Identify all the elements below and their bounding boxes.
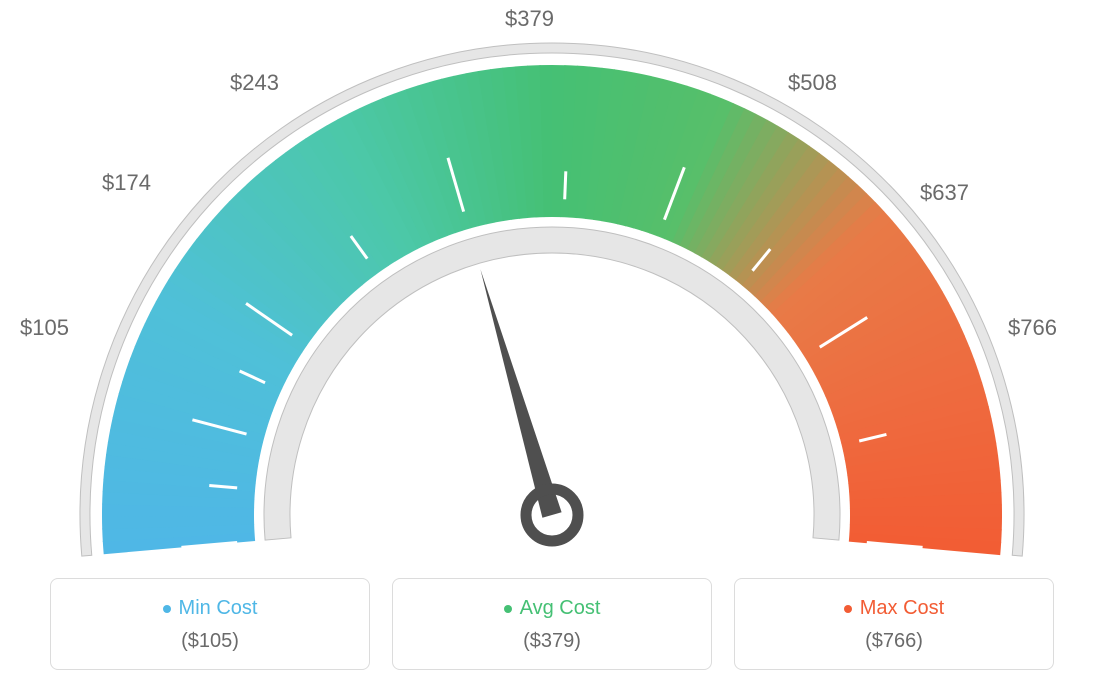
legend-card-max: Max Cost ($766) xyxy=(734,578,1054,670)
gauge-tick-label: $508 xyxy=(788,70,837,96)
legend-title-text: Avg Cost xyxy=(520,597,601,620)
gauge-tick-label: $637 xyxy=(920,180,969,206)
gauge-container: $105 $174 $243 $379 $508 $637 $766 xyxy=(0,0,1104,560)
dot-icon xyxy=(844,605,852,613)
gauge-colored-arc xyxy=(102,65,1002,555)
gauge-svg xyxy=(0,10,1104,570)
legend-title-text: Min Cost xyxy=(179,597,258,620)
legend-value-max: ($766) xyxy=(745,630,1043,653)
legend-row: Min Cost ($105) Avg Cost ($379) Max Cost… xyxy=(0,578,1104,670)
legend-title-min: Min Cost xyxy=(163,597,258,620)
legend-value-min: ($105) xyxy=(61,630,359,653)
legend-title-text: Max Cost xyxy=(860,597,944,620)
legend-value-avg: ($379) xyxy=(403,630,701,653)
dot-icon xyxy=(163,605,171,613)
gauge-tick-label: $766 xyxy=(1008,315,1057,341)
dot-icon xyxy=(504,605,512,613)
legend-card-min: Min Cost ($105) xyxy=(50,578,370,670)
gauge-tick-label: $105 xyxy=(20,315,69,341)
gauge-tick-label: $379 xyxy=(505,6,554,32)
gauge-tick-label: $243 xyxy=(230,70,279,96)
gauge-tick-label: $174 xyxy=(102,170,151,196)
legend-title-avg: Avg Cost xyxy=(504,597,601,620)
legend-card-avg: Avg Cost ($379) xyxy=(392,578,712,670)
legend-title-max: Max Cost xyxy=(844,597,944,620)
gauge-needle xyxy=(480,269,561,518)
